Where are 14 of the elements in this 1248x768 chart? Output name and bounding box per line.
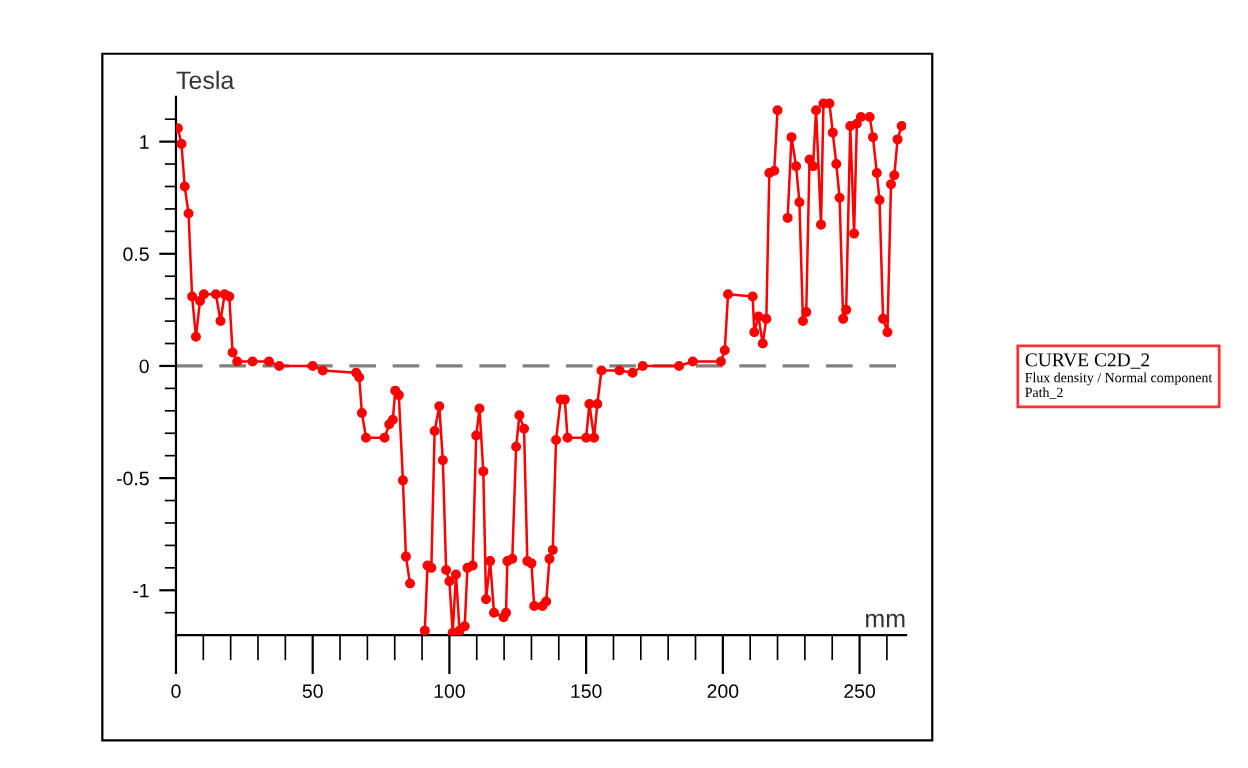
x-tick-label: 0 bbox=[171, 684, 181, 699]
x-tick-label: 250 bbox=[844, 684, 876, 699]
y-axis-title: Tesla bbox=[176, 70, 235, 90]
y-tick-label: 1 bbox=[140, 135, 149, 149]
x-tick-label: 100 bbox=[434, 684, 465, 699]
y-tick-label: -1 bbox=[133, 583, 149, 598]
x-tick-label: 50 bbox=[302, 684, 323, 699]
y-tick-label: 0.5 bbox=[123, 247, 149, 262]
text: CURVE C2D_2 bbox=[1025, 353, 1150, 369]
x-tick-label: 200 bbox=[707, 684, 739, 699]
x-tick-label: 150 bbox=[571, 684, 602, 699]
y-tick-label: -0.5 bbox=[116, 471, 149, 486]
y-tick-label: 0 bbox=[139, 359, 149, 374]
x-axis-title: mm bbox=[866, 613, 905, 628]
